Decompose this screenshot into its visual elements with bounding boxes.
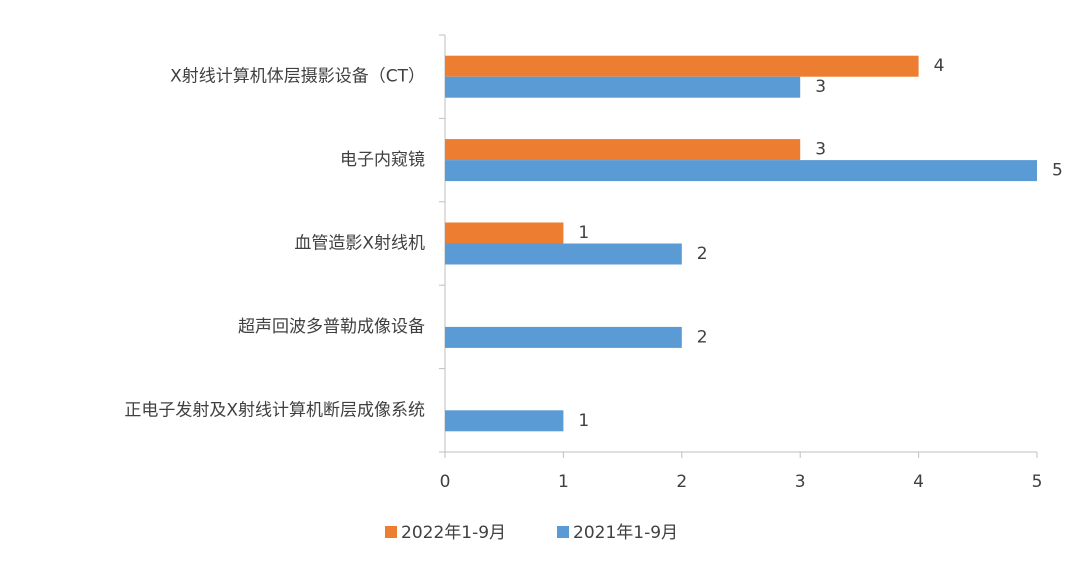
data-label: 5 (1052, 161, 1063, 181)
bar (445, 160, 1037, 182)
bar (445, 76, 801, 98)
x-tick-label: 3 (795, 472, 806, 492)
legend-label: 2022年1-9月 (401, 523, 506, 543)
category-label: 超声回波多普勒成像设备 (238, 317, 425, 337)
category-label: 电子内窥镜 (340, 150, 425, 170)
x-tick-label: 1 (558, 472, 569, 492)
bar (445, 410, 564, 432)
data-label: 2 (697, 327, 708, 347)
x-tick-label: 4 (913, 472, 924, 492)
bar (445, 222, 564, 244)
bar (445, 139, 801, 161)
data-label: 2 (697, 244, 708, 264)
data-label: 3 (815, 77, 826, 97)
legend-label: 2021年1-9月 (573, 523, 678, 543)
legend-swatch (385, 526, 397, 538)
data-label: 1 (578, 223, 589, 243)
bar (445, 55, 919, 77)
category-label: X射线计算机体层摄影设备（CT） (170, 67, 425, 87)
x-tick-label: 2 (676, 472, 687, 492)
data-label: 4 (934, 56, 945, 76)
category-label: 正电子发射及X射线计算机断层成像系统 (124, 400, 425, 420)
x-tick-label: 5 (1032, 472, 1043, 492)
legend-swatch (557, 526, 569, 538)
category-label: 血管造影X射线机 (294, 234, 425, 254)
bar (445, 243, 682, 265)
x-tick-label: 0 (440, 472, 451, 492)
data-label: 1 (578, 411, 589, 431)
data-label: 3 (815, 140, 826, 160)
bar (445, 326, 682, 348)
